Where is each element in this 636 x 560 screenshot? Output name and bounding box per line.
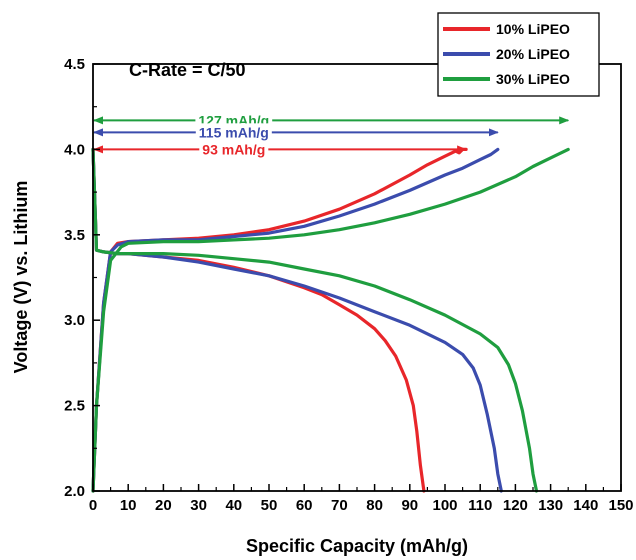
y-tick-label: 2.5 bbox=[64, 398, 85, 415]
legend-label-30: 30% LiPEO bbox=[496, 71, 570, 87]
x-tick-label: 30 bbox=[190, 497, 207, 514]
x-axis-title: Specific Capacity (mAh/g) bbox=[246, 536, 468, 556]
x-tick-label: 60 bbox=[296, 497, 313, 514]
series-3-charge-curve bbox=[91, 147, 570, 493]
series-3-discharge-curve bbox=[91, 147, 539, 493]
legend-label-10: 10% LiPEO bbox=[496, 21, 570, 37]
x-tick-label: 110 bbox=[468, 497, 492, 514]
x-tick-label: 120 bbox=[503, 497, 528, 514]
x-tick-label: 90 bbox=[401, 497, 418, 514]
x-tick-label: 70 bbox=[331, 497, 348, 514]
annotation-label-bg-3 bbox=[199, 140, 269, 159]
chart-title: C-Rate = C/50 bbox=[129, 60, 246, 80]
y-tick-label: 3.5 bbox=[64, 227, 85, 244]
x-tick-label: 20 bbox=[155, 497, 172, 514]
x-tick-label: 130 bbox=[538, 497, 563, 514]
y-axis-title: Voltage (V) vs. Lithium bbox=[11, 181, 31, 374]
series-2-discharge-curve bbox=[91, 147, 503, 493]
series-1-charge-curve bbox=[91, 147, 468, 493]
y-tick-label: 4.5 bbox=[64, 56, 85, 73]
series-1-discharge-curve bbox=[91, 147, 426, 493]
series-2-charge-curve bbox=[91, 147, 500, 493]
x-tick-label: 100 bbox=[432, 497, 457, 514]
x-tick-label: 0 bbox=[89, 497, 97, 514]
legend: 10% LiPEO 20% LiPEO 30% LiPEO bbox=[437, 12, 600, 97]
annotation-label-2: 115 mAh/g bbox=[199, 124, 269, 140]
axis-ticks bbox=[92, 63, 622, 492]
x-tick-label: 50 bbox=[261, 497, 278, 514]
plot-area-frame bbox=[92, 63, 622, 492]
y-tick-label: 3.0 bbox=[64, 312, 85, 329]
data-curves bbox=[91, 147, 570, 493]
x-tick-label: 150 bbox=[608, 497, 633, 514]
y-tick-label: 2.0 bbox=[64, 483, 85, 500]
legend-label-20: 20% LiPEO bbox=[496, 46, 570, 62]
annotation-label-3: 93 mAh/g bbox=[202, 141, 265, 157]
x-tick-label: 140 bbox=[573, 497, 598, 514]
annotation-label-bg-2 bbox=[195, 123, 272, 142]
y-tick-label: 4.0 bbox=[64, 141, 85, 158]
x-tick-label: 40 bbox=[225, 497, 242, 514]
x-tick-label: 10 bbox=[120, 497, 137, 514]
x-tick-label: 80 bbox=[366, 497, 383, 514]
x-tick-labels: 0 10 20 30 40 50 60 70 80 90 100 110 120 130 140 150 bbox=[89, 497, 634, 514]
y-tick-labels: 2.0 2.5 3.0 3.5 4.0 4.5 bbox=[64, 56, 85, 500]
